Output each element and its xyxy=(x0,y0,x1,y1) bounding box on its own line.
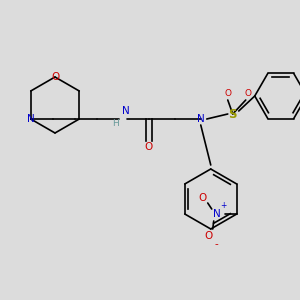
Text: H: H xyxy=(112,119,119,128)
Text: N: N xyxy=(27,114,34,124)
Text: N: N xyxy=(197,114,205,124)
Text: O: O xyxy=(51,72,59,82)
Text: N: N xyxy=(213,209,220,219)
Text: O: O xyxy=(244,89,251,98)
Text: O: O xyxy=(145,142,153,152)
Text: N: N xyxy=(122,106,130,116)
Text: S: S xyxy=(229,107,237,121)
Text: +: + xyxy=(220,200,227,209)
Text: -: - xyxy=(215,239,219,249)
Text: O: O xyxy=(205,231,213,241)
Text: O: O xyxy=(224,89,231,98)
Text: O: O xyxy=(199,193,207,203)
